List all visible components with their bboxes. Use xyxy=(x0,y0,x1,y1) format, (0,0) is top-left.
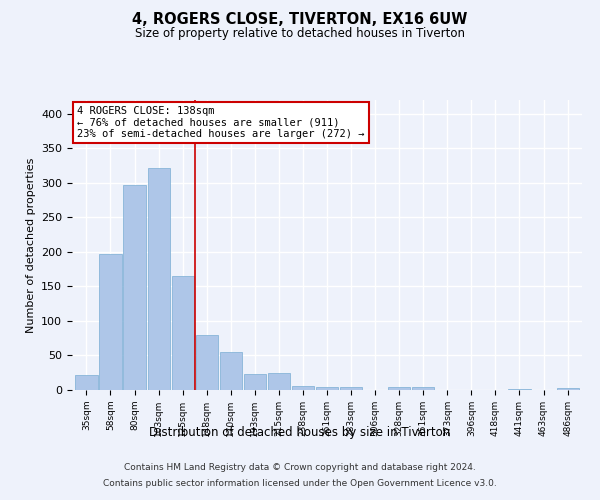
Bar xyxy=(220,352,242,390)
Bar xyxy=(148,168,170,390)
Bar xyxy=(508,388,530,390)
Bar xyxy=(557,388,578,390)
Bar xyxy=(292,386,314,390)
Text: 4, ROGERS CLOSE, TIVERTON, EX16 6UW: 4, ROGERS CLOSE, TIVERTON, EX16 6UW xyxy=(133,12,467,28)
Y-axis label: Number of detached properties: Number of detached properties xyxy=(26,158,35,332)
Text: Contains public sector information licensed under the Open Government Licence v3: Contains public sector information licen… xyxy=(103,478,497,488)
Text: Distribution of detached houses by size in Tiverton: Distribution of detached houses by size … xyxy=(149,426,451,439)
Bar xyxy=(124,185,146,390)
Bar xyxy=(172,276,194,390)
Bar xyxy=(196,335,218,390)
Bar xyxy=(340,386,362,390)
Bar xyxy=(316,386,338,390)
Bar xyxy=(244,374,266,390)
Text: 4 ROGERS CLOSE: 138sqm
← 76% of detached houses are smaller (911)
23% of semi-de: 4 ROGERS CLOSE: 138sqm ← 76% of detached… xyxy=(77,106,365,139)
Text: Contains HM Land Registry data © Crown copyright and database right 2024.: Contains HM Land Registry data © Crown c… xyxy=(124,464,476,472)
Text: Size of property relative to detached houses in Tiverton: Size of property relative to detached ho… xyxy=(135,28,465,40)
Bar xyxy=(388,387,410,390)
Bar xyxy=(268,372,290,390)
Bar xyxy=(412,387,434,390)
Bar xyxy=(76,375,98,390)
Bar xyxy=(100,254,122,390)
